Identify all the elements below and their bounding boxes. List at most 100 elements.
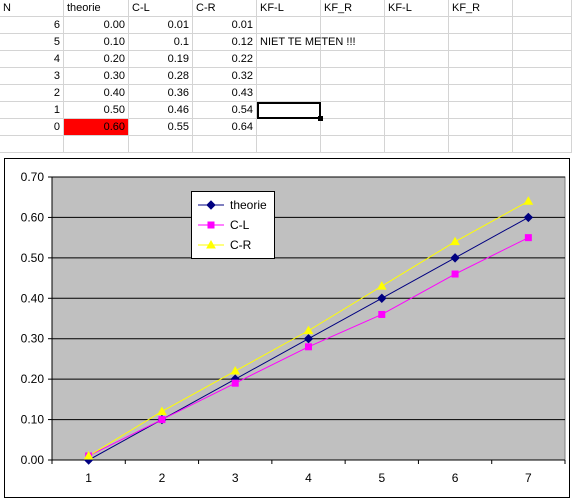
legend-item: C-R [196,236,274,254]
header-cell[interactable]: KF_R [449,0,513,17]
header-cell[interactable]: C-R [193,0,257,17]
data-cell[interactable] [449,51,513,68]
data-cell[interactable]: 0.19 [129,51,193,68]
data-cell[interactable] [257,85,321,102]
x-tick-label: 7 [525,471,532,485]
empty-cell[interactable] [513,51,572,68]
header-cell[interactable]: N [0,0,64,17]
data-cell[interactable]: 0.20 [64,51,129,68]
header-cell[interactable]: C-L [129,0,193,17]
data-cell[interactable]: 0.28 [129,68,193,85]
data-cell[interactable]: 0.1 [129,34,193,51]
empty-cell[interactable] [193,136,257,153]
row-n-cell[interactable]: 2 [0,85,64,102]
data-cell[interactable] [449,85,513,102]
row-n-cell[interactable]: 3 [0,68,64,85]
empty-cell[interactable] [513,34,572,51]
header-cell[interactable]: theorie [64,0,129,17]
legend-marker [206,200,216,210]
header-cell[interactable]: KF_R [321,0,385,17]
selected-cell[interactable] [257,102,323,121]
data-cell[interactable]: 0.55 [129,119,193,136]
x-tick-label: 4 [305,471,312,485]
empty-cell[interactable] [513,17,572,34]
data-cell[interactable] [321,68,385,85]
data-cell[interactable]: 0.50 [64,102,129,119]
data-cell[interactable] [257,51,321,68]
data-cell[interactable] [257,68,321,85]
data-point-theorie [377,293,387,303]
empty-cell[interactable] [385,136,449,153]
data-cell[interactable]: 0.54 [193,102,257,119]
empty-cell[interactable] [513,85,572,102]
y-tick-label: 0.70 [21,170,45,184]
data-cell[interactable] [321,119,385,136]
plot-area [51,176,566,461]
empty-cell[interactable] [513,119,572,136]
data-point-c-l [378,310,386,318]
data-cell[interactable]: 0.22 [193,51,257,68]
data-cell[interactable]: NIET TE METEN !!! [257,34,356,51]
legend-swatch [198,239,224,249]
legend-label: C-R [230,238,252,252]
data-cell[interactable] [257,17,321,34]
x-tick-label: 3 [232,471,239,485]
data-cell[interactable]: 0.00 [64,17,129,34]
header-cell[interactable]: KF-L [257,0,321,17]
data-cell[interactable] [321,102,385,119]
data-cell[interactable] [449,68,513,85]
data-cell[interactable] [449,119,513,136]
empty-cell[interactable] [449,136,513,153]
legend-marker [206,239,216,249]
chart[interactable]: 0.00 0.10 0.20 0.30 0.40 0.50 0.60 0.70 1 2 3 4 5 6 7 … [4,158,570,498]
data-cell[interactable] [321,17,385,34]
data-cell[interactable] [385,85,449,102]
empty-cell[interactable] [513,136,572,153]
y-tick-label: 0.50 [21,251,45,265]
data-cell[interactable] [257,119,321,136]
row-n-cell[interactable]: 5 [0,34,64,51]
data-cell[interactable]: 0.64 [193,119,257,136]
y-tick-label: 0.00 [21,453,45,467]
data-cell[interactable] [385,34,449,51]
empty-cell[interactable] [0,136,64,153]
row-n-cell[interactable]: 1 [0,102,64,119]
data-cell[interactable] [321,85,385,102]
empty-cell[interactable] [257,136,321,153]
empty-cell[interactable] [513,68,572,85]
data-cell[interactable] [385,102,449,119]
empty-cell[interactable] [513,102,572,119]
data-cell[interactable]: 0.36 [129,85,193,102]
legend-marker [207,221,215,229]
empty-cell[interactable] [64,136,129,153]
data-cell[interactable] [321,34,385,51]
row-n-cell[interactable]: 0 [0,119,64,136]
data-cell[interactable] [449,102,513,119]
data-cell[interactable]: 0.32 [193,68,257,85]
data-cell[interactable] [449,34,513,51]
data-cell[interactable] [385,51,449,68]
data-cell[interactable]: 0.01 [193,17,257,34]
data-cell[interactable]: 0.40 [64,85,129,102]
data-cell[interactable]: 0.30 [64,68,129,85]
data-cell[interactable]: 0.12 [193,34,257,51]
data-cell[interactable] [321,51,385,68]
data-cell[interactable]: 0.43 [193,85,257,102]
empty-cell[interactable] [129,136,193,153]
line-chart-svg: 0.00 0.10 0.20 0.30 0.40 0.50 0.60 0.70 1 2 3 4 5 6 7 [21,170,566,485]
header-cell[interactable]: KF-L [385,0,449,17]
empty-cell[interactable] [513,0,572,17]
data-cell[interactable]: 0.46 [129,102,193,119]
data-cell[interactable] [385,68,449,85]
data-cell[interactable] [385,17,449,34]
data-cell[interactable] [449,17,513,34]
row-n-cell[interactable]: 4 [0,51,64,68]
empty-cell[interactable] [321,136,385,153]
legend-swatch [198,221,224,229]
row-n-cell[interactable]: 6 [0,17,64,34]
data-cell[interactable] [385,119,449,136]
highlighted-cell[interactable]: 0.60 [64,119,129,136]
data-cell[interactable]: 0.10 [64,34,129,51]
data-cell[interactable]: 0.01 [129,17,193,34]
chart-legend[interactable]: theorie C-L C-R [191,191,275,259]
